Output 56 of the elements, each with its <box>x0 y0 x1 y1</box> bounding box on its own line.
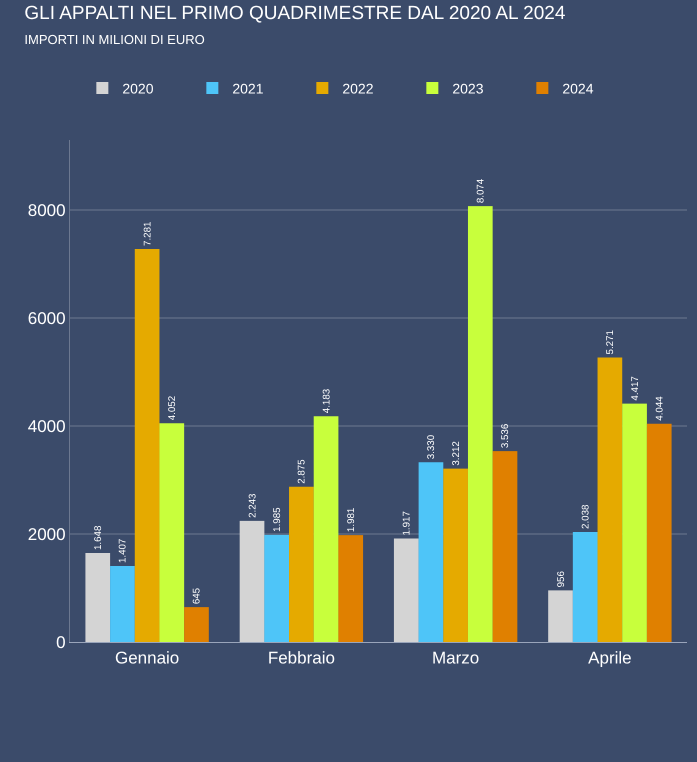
legend-label: 2020 <box>122 80 154 96</box>
bar <box>418 462 444 642</box>
bar <box>598 357 622 642</box>
data-label: 5.271 <box>605 330 616 354</box>
data-label: 3.212 <box>450 441 462 466</box>
legend-label: 2023 <box>452 80 484 96</box>
data-label: 1.981 <box>346 508 357 532</box>
data-label: 1.985 <box>272 506 283 532</box>
data-label: 2.038 <box>580 504 592 529</box>
data-label: 7.281 <box>142 222 154 246</box>
data-label: 4.052 <box>167 396 178 420</box>
y-tick-label: 4000 <box>28 417 66 436</box>
bar <box>110 566 135 642</box>
bar <box>289 486 314 642</box>
bar <box>492 451 518 642</box>
bar <box>240 520 264 642</box>
bar <box>394 538 419 642</box>
bar <box>184 607 209 642</box>
y-tick-label: 0 <box>56 632 66 652</box>
data-label: 2.243 <box>247 494 258 518</box>
x-tick-label: Gennaio <box>114 648 180 668</box>
x-tick-label: Aprile <box>588 648 632 668</box>
chart-title: GLI APPALTI NEL PRIMO QUADRIMESTRE DAL 2020 AL 2024 <box>24 3 566 24</box>
data-label: 3.536 <box>500 424 512 448</box>
bar <box>622 404 647 642</box>
y-tick-label: 2000 <box>28 524 66 544</box>
data-label: 956 <box>556 571 567 588</box>
legend-label: 2024 <box>562 80 594 96</box>
data-label: 4.044 <box>654 396 666 421</box>
bar <box>338 535 364 642</box>
y-tick-label: 8000 <box>28 201 66 220</box>
bar <box>314 416 338 642</box>
bar <box>468 206 493 642</box>
data-label: 1.407 <box>118 538 129 564</box>
legend-label: 2022 <box>342 80 374 96</box>
data-label: 1.648 <box>93 526 104 550</box>
data-label: 645 <box>192 587 203 604</box>
bar <box>443 468 468 642</box>
x-tick-label: Marzo <box>432 648 480 668</box>
bar <box>134 248 160 642</box>
bar <box>646 424 672 642</box>
chart-subtitle: IMPORTI IN MILIONI DI EURO <box>24 32 205 47</box>
bar <box>548 590 573 642</box>
data-label: 1.917 <box>402 511 413 536</box>
x-tick-label: Febbraio <box>268 648 335 668</box>
data-label: 4.183 <box>321 388 332 414</box>
data-label: 3.330 <box>426 434 438 460</box>
data-label: 8.074 <box>476 178 487 204</box>
data-label: 4.417 <box>630 376 641 401</box>
y-tick-label: 6000 <box>28 309 66 328</box>
bar <box>572 532 598 642</box>
bar <box>264 534 290 642</box>
legend-label: 2021 <box>232 80 264 96</box>
bar <box>159 423 184 642</box>
data-label: 2.875 <box>296 458 308 484</box>
bar <box>85 553 110 642</box>
